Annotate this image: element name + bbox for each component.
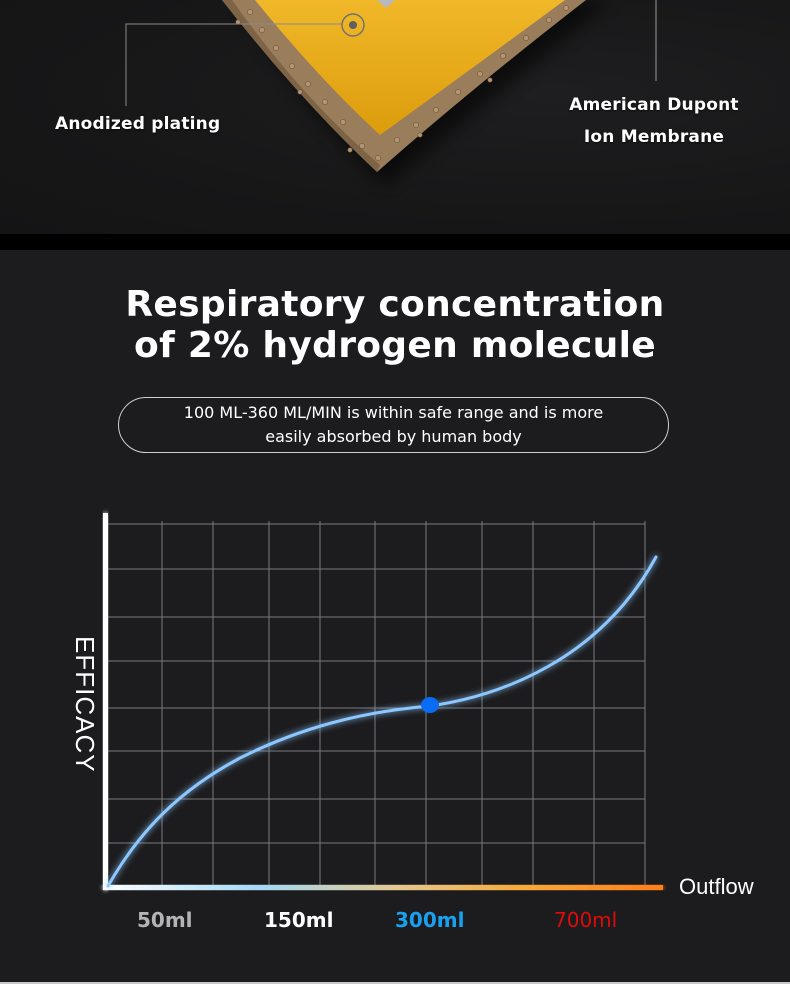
y-axis-label: EFFICACY xyxy=(70,636,100,773)
safe-range-text-line1: 100 ML-360 ML/MIN is within safe range a… xyxy=(183,403,604,422)
plate-yellow-surface xyxy=(255,0,565,135)
tick-label-50ml: 50ml xyxy=(137,908,193,932)
page-bottom-edge xyxy=(0,982,790,984)
chart-title-line2: of 2% hydrogen molecule xyxy=(134,325,656,366)
tick-label-300ml: 300ml xyxy=(395,908,465,932)
leader-line-left xyxy=(125,23,342,106)
electrode-plate-illustration xyxy=(125,0,657,185)
efficacy-curve xyxy=(106,555,658,888)
safe-range-badge: 100 ML-360 ML/MIN is within safe range a… xyxy=(118,397,669,453)
callout-dupont-line1: American Dupont xyxy=(569,95,739,115)
product-detail-section: Anodized plating American Dupont Ion Mem… xyxy=(0,0,790,234)
chart-title-line1: Respiratory concentration xyxy=(125,284,665,325)
pointer-ring-icon xyxy=(341,13,365,37)
safe-range-text-line2: easily absorbed by human body xyxy=(265,427,522,446)
x-axis xyxy=(103,885,663,890)
section-divider xyxy=(0,234,790,250)
chart-grid xyxy=(108,521,646,886)
x-axis-label: Outflow xyxy=(679,874,754,899)
tick-label-150ml: 150ml xyxy=(264,908,334,932)
y-axis xyxy=(103,513,108,890)
callout-anodized-plating: Anodized plating xyxy=(55,114,221,134)
tick-label-700ml: 700ml xyxy=(554,908,618,932)
highlight-point-300ml xyxy=(421,697,439,713)
callout-dupont-line2: Ion Membrane xyxy=(583,127,725,147)
